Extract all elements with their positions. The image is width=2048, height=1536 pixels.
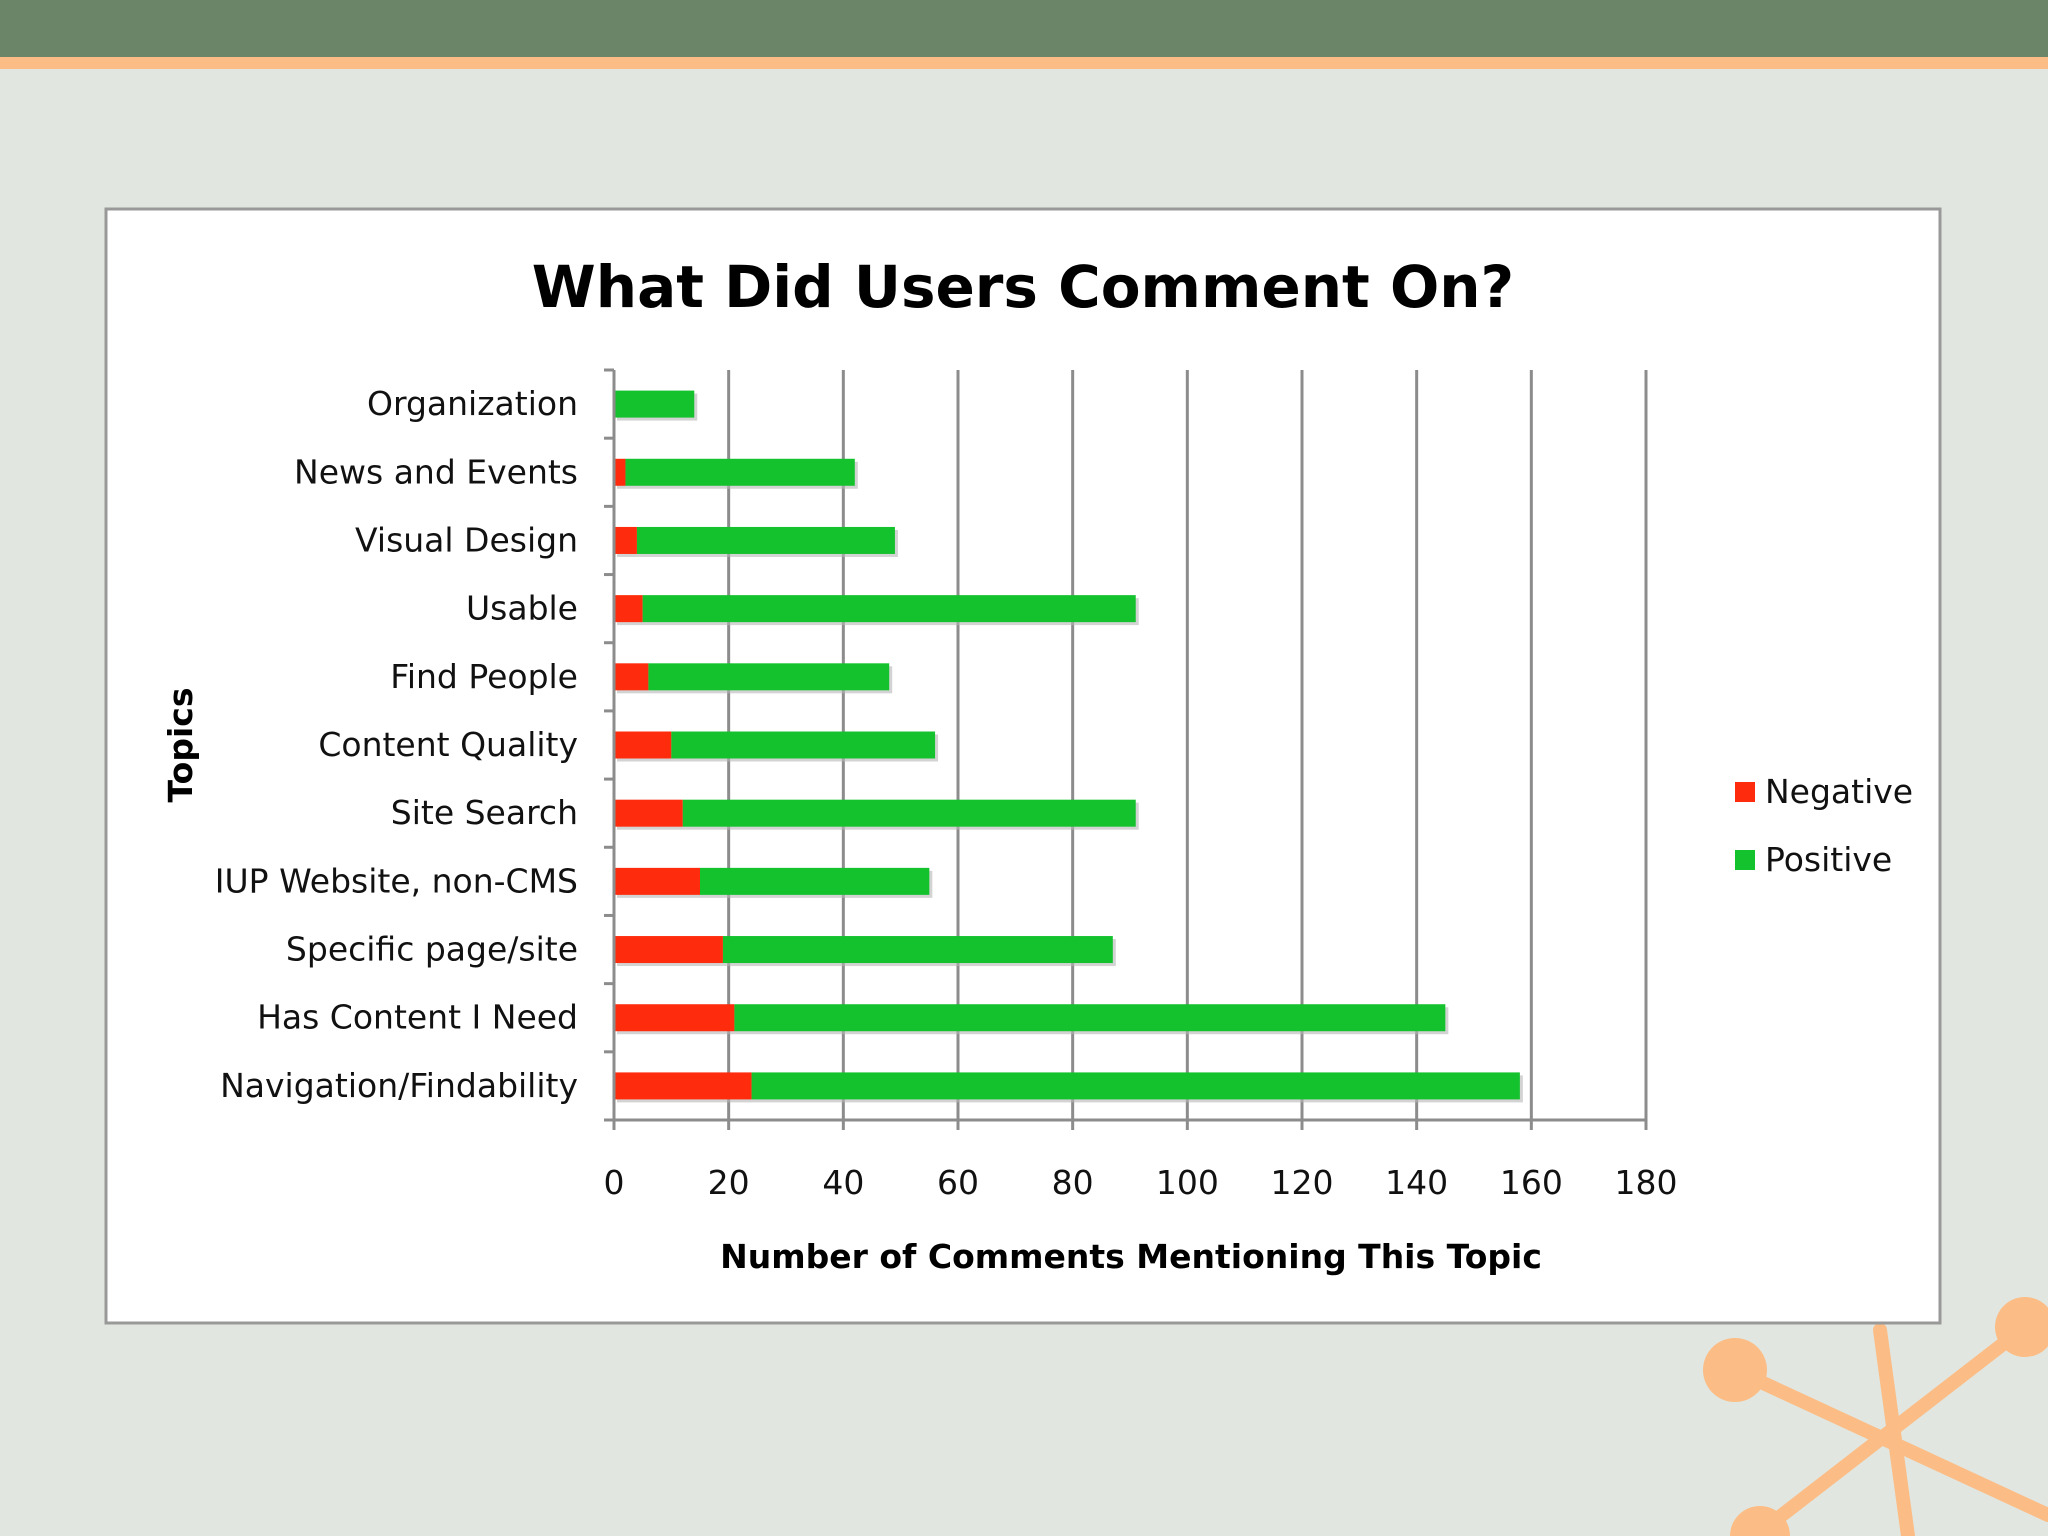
bar-positive: [751, 1072, 1520, 1100]
x-tick-label: 140: [1385, 1163, 1448, 1202]
x-tick-label: 100: [1156, 1163, 1219, 1202]
chart-frame: [104, 207, 1942, 1325]
legend-label-negative: Negative: [1765, 772, 1913, 811]
bar-negative: [614, 1072, 752, 1100]
bar-negative: [614, 799, 683, 827]
legend-swatch-positive: [1735, 850, 1755, 870]
bars: [614, 390, 1523, 1103]
chart-title: What Did Users Comment On?: [532, 253, 1514, 321]
bar-negative: [614, 663, 649, 691]
category-label: Content Quality: [318, 725, 578, 764]
header-bar: [0, 0, 2048, 57]
bar-positive: [614, 390, 695, 418]
bar-positive: [734, 1004, 1446, 1032]
bar-negative: [614, 936, 723, 964]
x-tick-label: 40: [822, 1163, 864, 1202]
category-label: Specific page/site: [286, 930, 578, 969]
bar-positive: [642, 595, 1136, 623]
legend-label-positive: Positive: [1765, 840, 1892, 879]
bar-positive: [671, 731, 936, 759]
category-label: Usable: [466, 589, 578, 628]
bar-positive: [682, 799, 1136, 827]
bar-positive: [700, 867, 930, 895]
category-label: Organization: [367, 384, 578, 423]
bar-positive: [625, 458, 855, 486]
bar-positive: [722, 936, 1113, 964]
x-tick-label: 60: [937, 1163, 979, 1202]
category-label: Site Search: [391, 793, 578, 832]
bar-negative: [614, 1004, 735, 1032]
category-label: Find People: [390, 657, 578, 696]
category-label: News and Events: [294, 452, 578, 491]
legend-swatch-negative: [1735, 782, 1755, 802]
legend: Negative Positive: [1735, 772, 1913, 879]
y-axis-title: Topics: [161, 688, 200, 803]
category-labels: Organization News and Events Visual Design…: [215, 384, 578, 1105]
axes: [604, 368, 1648, 1130]
x-tick-labels: 0 20 40 60 80 100 120 140 160 180: [604, 1163, 1678, 1202]
category-label: Navigation/Findability: [220, 1066, 578, 1105]
x-axis-title: Number of Comments Mentioning This Topic: [720, 1237, 1542, 1276]
header-stripe: [0, 57, 2048, 69]
category-label: IUP Website, non-CMS: [215, 861, 578, 900]
x-tick-label: 120: [1271, 1163, 1334, 1202]
x-tick-label: 0: [604, 1163, 625, 1202]
category-label: Has Content I Need: [257, 998, 578, 1037]
x-tick-label: 160: [1500, 1163, 1563, 1202]
category-label: Visual Design: [355, 520, 578, 559]
x-tick-label: 80: [1052, 1163, 1094, 1202]
x-tick-label: 20: [708, 1163, 750, 1202]
bar-negative: [614, 526, 637, 554]
bar-negative: [614, 595, 643, 623]
bar-positive: [648, 663, 890, 691]
bar-negative: [614, 731, 672, 759]
bar-negative: [614, 867, 700, 895]
x-tick-label: 180: [1615, 1163, 1678, 1202]
bar-negative: [614, 458, 626, 486]
bar-positive: [636, 526, 895, 554]
